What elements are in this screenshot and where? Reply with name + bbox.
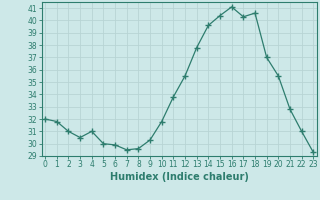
X-axis label: Humidex (Indice chaleur): Humidex (Indice chaleur) bbox=[110, 172, 249, 182]
